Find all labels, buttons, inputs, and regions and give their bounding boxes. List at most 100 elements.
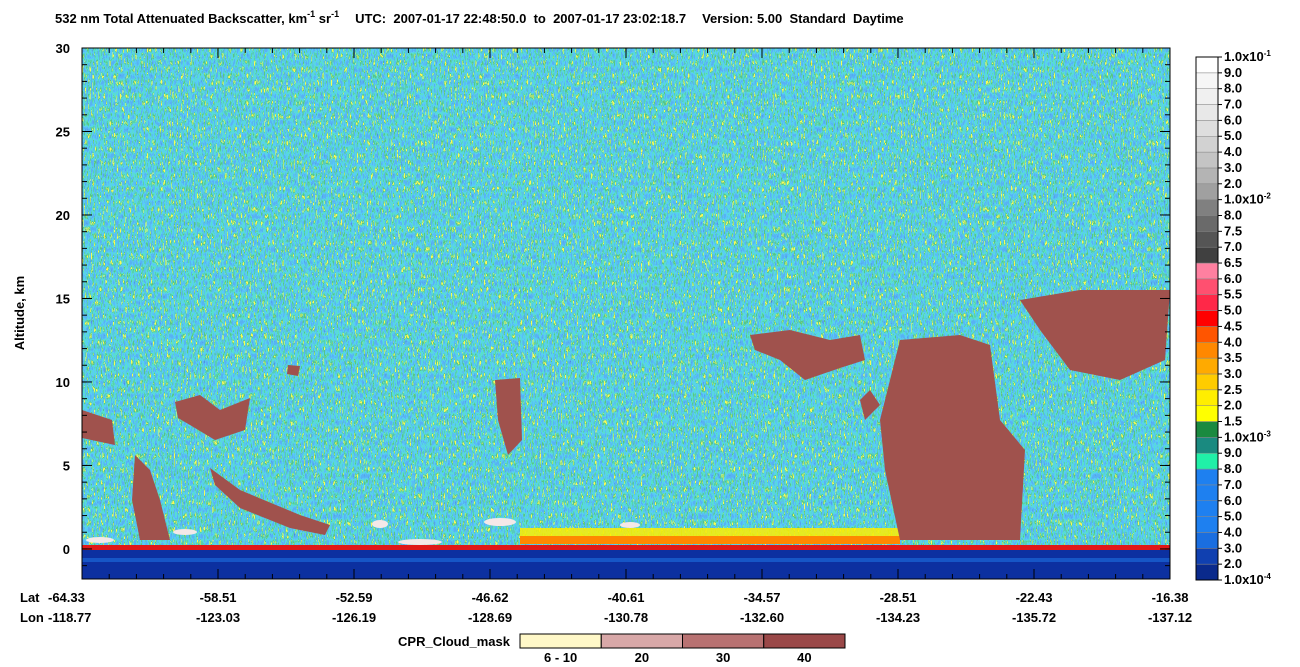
x-tick-label: -64.33 (48, 590, 85, 605)
x-tick-label: -128.69 (468, 610, 512, 625)
colorbar-label: 1.0x10-3 (1224, 429, 1271, 444)
colorbar-swatch (1195, 563, 1219, 581)
colorbar-label: 3.5 (1224, 350, 1242, 365)
colorbar-label: 6.0 (1224, 493, 1242, 508)
surface-returns (86, 518, 640, 545)
colorbar-label: 6.0 (1224, 112, 1242, 127)
x-tick-label: -137.12 (1148, 610, 1192, 625)
colorbar-label: 3.0 (1224, 160, 1242, 175)
x-row-name: Lat (20, 590, 40, 605)
x-tick-label: -28.51 (880, 590, 917, 605)
colorbar-swatch (1195, 500, 1219, 517)
cloud-mask-label: 6 - 10 (544, 650, 577, 665)
x-tick-label: -16.38 (1152, 590, 1189, 605)
colorbar-label: 7.0 (1224, 477, 1242, 492)
colorbar-label: 7.5 (1224, 223, 1242, 238)
x-tick-label: -52.59 (336, 590, 373, 605)
colorbar-label: 8.0 (1224, 81, 1242, 96)
cloud-mask-title: CPR_Cloud_mask (398, 634, 511, 649)
cloud-mask-label: 30 (716, 650, 730, 665)
colorbar-label-base: 1.0x10 (1224, 192, 1264, 207)
colorbar-swatch (1195, 405, 1219, 422)
colorbar-label: 8.0 (1224, 461, 1242, 476)
colorbar-swatch (1195, 357, 1219, 375)
y-tick-label: 30 (56, 41, 70, 56)
colorbar-label: 7.0 (1224, 239, 1242, 254)
colorbar-label: 6.5 (1224, 255, 1242, 270)
colorbar-label: 1.0x10-2 (1224, 192, 1271, 207)
colorbar-label: 4.5 (1224, 318, 1242, 333)
colorbar-swatch (1195, 183, 1219, 200)
x-tick-label: -123.03 (196, 610, 240, 625)
cloud-mask-label: 40 (797, 650, 811, 665)
colorbar-swatch (1195, 373, 1219, 391)
colorbar-label: 7.0 (1224, 97, 1242, 112)
colorbar-swatch (1195, 246, 1219, 264)
colorbar-swatch (1195, 167, 1219, 185)
colorbar-swatch (1195, 56, 1219, 74)
colorbar-label: 2.5 (1224, 382, 1242, 397)
x-tick-label: -132.60 (740, 610, 784, 625)
colorbar-label: 9.0 (1224, 445, 1242, 460)
colorbar-swatch (1195, 231, 1219, 248)
colorbar-swatch (1195, 452, 1219, 470)
colorbar-swatch (1195, 342, 1219, 359)
colorbar-label-exp: -3 (1264, 429, 1272, 438)
colorbar-swatch (1195, 88, 1219, 105)
colorbar-swatch (1195, 151, 1219, 169)
colorbar-label: 4.0 (1224, 524, 1242, 539)
x-tick-label: -130.78 (604, 610, 648, 625)
colorbar-swatch (1195, 516, 1219, 533)
x-tick-label: -46.62 (472, 590, 509, 605)
colorbar-label-base: 1.0x10 (1224, 49, 1264, 64)
x-row-name: Lon (20, 610, 44, 625)
colorbar-swatch (1195, 294, 1219, 311)
colorbar-label: 5.0 (1224, 509, 1242, 524)
colorbar-swatch (1195, 484, 1219, 502)
colorbar-label: 5.0 (1224, 128, 1242, 143)
colorbar-swatch (1195, 278, 1219, 295)
y-tick-label: 25 (56, 124, 70, 139)
colorbar-label: 2.0 (1224, 556, 1242, 571)
colorbar-swatch (1195, 437, 1219, 454)
colorbar-swatch (1195, 104, 1219, 121)
colorbar-swatch (1195, 532, 1219, 549)
colorbar-label-exp: -4 (1264, 572, 1272, 581)
colorbar-label-base: 1.0x10 (1224, 429, 1264, 444)
colorbar-label: 2.0 (1224, 398, 1242, 413)
colorbar-label: 3.0 (1224, 366, 1242, 381)
colorbar-label: 9.0 (1224, 65, 1242, 80)
colorbar-label: 6.0 (1224, 271, 1242, 286)
y-tick-label: 15 (56, 291, 70, 306)
x-tick-label: -135.72 (1012, 610, 1056, 625)
colorbar-label: 2.0 (1224, 176, 1242, 191)
y-tick-label: 10 (56, 375, 70, 390)
x-tick-label: -126.19 (332, 610, 376, 625)
chart-title: 532 nm Total Attenuated Backscatter, km-… (55, 9, 904, 26)
colorbar-label: 4.0 (1224, 334, 1242, 349)
colorbar-swatch (1195, 199, 1219, 216)
colorbar-label: 5.5 (1224, 287, 1242, 302)
colorbar-swatch (1195, 548, 1219, 565)
y-tick-label: 20 (56, 208, 70, 223)
x-tick-label: -40.61 (608, 590, 645, 605)
colorbar-swatch (1195, 421, 1219, 438)
colorbar-swatch (1195, 262, 1219, 280)
colorbar-label: 1.0x10-1 (1224, 49, 1271, 64)
colorbar-swatch (1195, 120, 1219, 137)
colorbar-label: 4.0 (1224, 144, 1242, 159)
x-tick-label: -34.57 (744, 590, 781, 605)
cloud-mask-swatch (519, 633, 602, 649)
colorbar-label: 1.5 (1224, 414, 1242, 429)
x-tick-label: -134.23 (876, 610, 920, 625)
colorbar-swatch (1195, 135, 1219, 153)
colorbar-label: 3.0 (1224, 540, 1242, 555)
colorbar-swatch (1195, 326, 1219, 343)
colorbar-label-exp: -1 (1264, 49, 1272, 58)
colorbar-label: 1.0x10-4 (1224, 572, 1271, 587)
colorbar-swatch (1195, 215, 1219, 232)
colorbar-label-exp: -2 (1264, 192, 1272, 201)
colorbar-label: 8.0 (1224, 207, 1242, 222)
cloud-mask-swatch (682, 633, 765, 649)
